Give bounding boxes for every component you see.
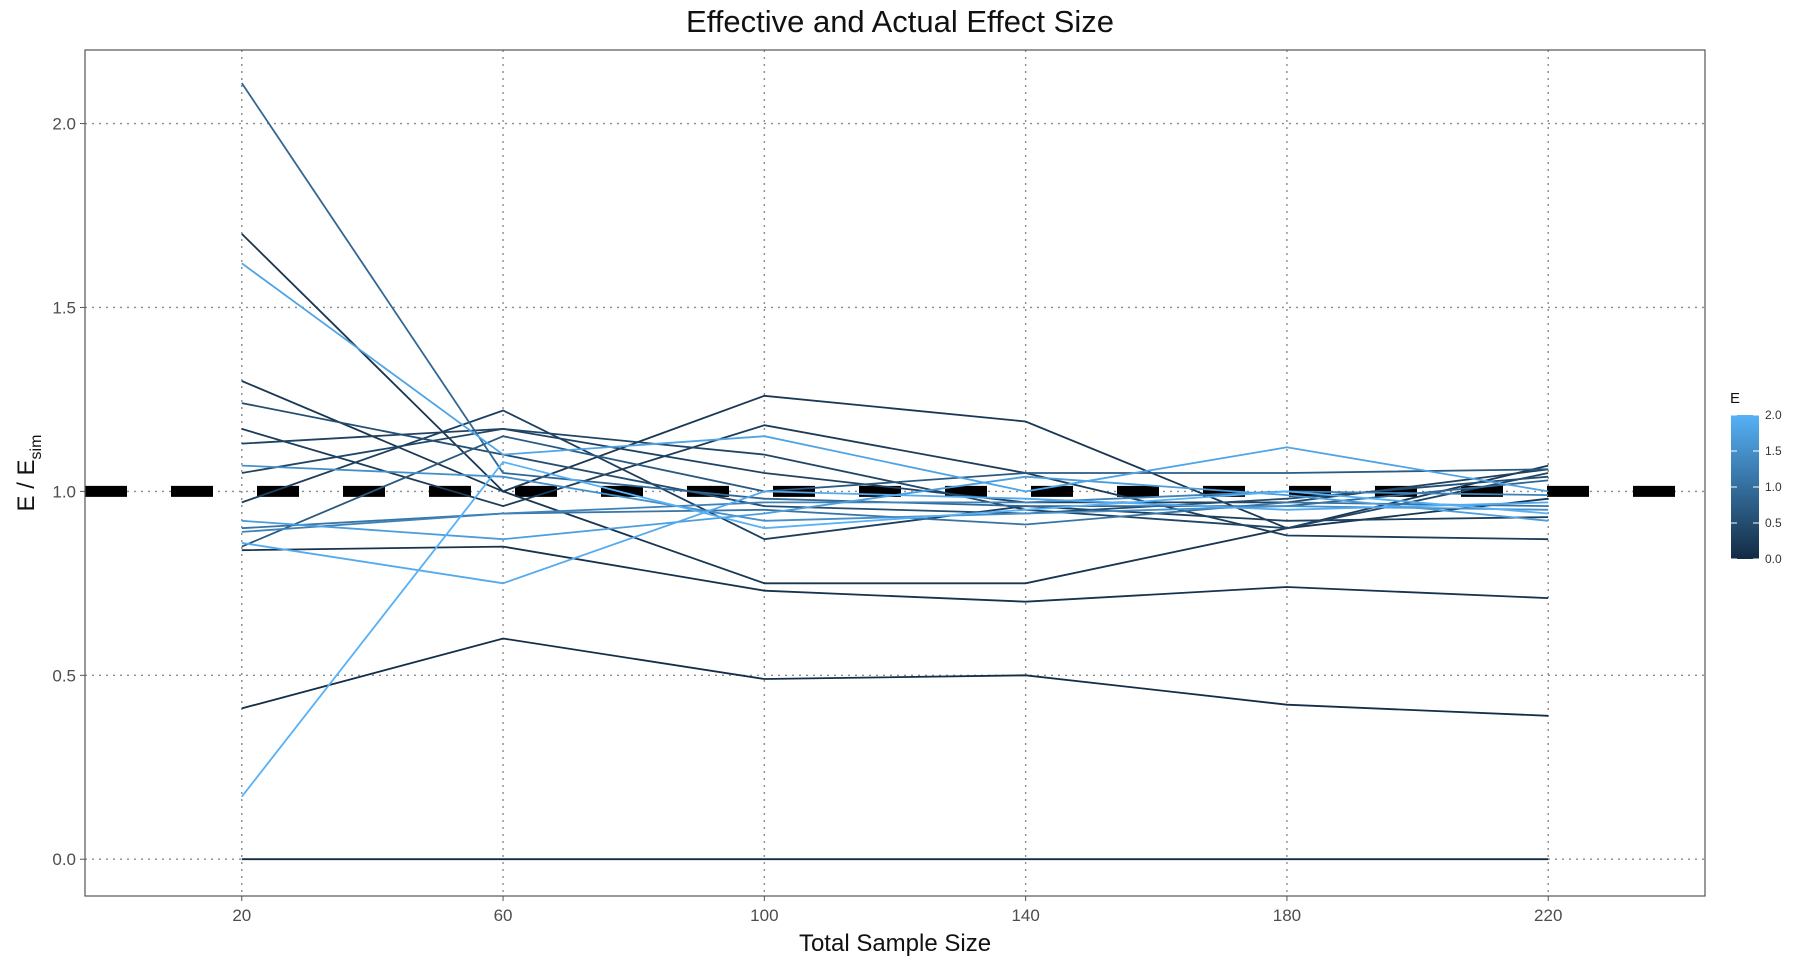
- series-line-7: [241, 427, 1549, 504]
- y-tick-label-3: 1.5: [52, 298, 76, 317]
- series-lines: [241, 82, 1549, 861]
- y-tick-label-0: 0.0: [52, 850, 76, 869]
- colorbar-tick-label-4: 2.0: [1765, 408, 1782, 422]
- y-axis-title: E / Esim: [13, 435, 45, 512]
- x-tick-label-4: 180: [1273, 906, 1301, 925]
- series-line-10: [241, 435, 1549, 548]
- y-tick-label-4: 2.0: [52, 115, 76, 134]
- series-line-16: [241, 262, 1549, 493]
- series-line-1: [241, 637, 1549, 717]
- y-axis-title-subscript: sim: [28, 435, 45, 460]
- colorbar-tick-label-1: 0.5: [1765, 516, 1782, 530]
- x-axis-title: Total Sample Size: [799, 930, 991, 957]
- series-line-17: [241, 490, 1549, 585]
- colorbar-tick-label-2: 1.0: [1765, 480, 1782, 494]
- colorbar-title: E: [1730, 390, 1740, 407]
- colorbar-tick-label-0: 0.0: [1765, 552, 1782, 566]
- y-axis-ticks: 0.0 0.5 1.0 1.5 2.0: [52, 115, 85, 869]
- x-tick-label-1: 60: [494, 906, 513, 925]
- series-line-14: [241, 464, 1549, 522]
- svg-text:E / Esim: E / Esim: [13, 435, 45, 512]
- series-line-3: [241, 233, 1549, 585]
- x-tick-label-0: 20: [232, 906, 251, 925]
- colorbar-ticks: 0.0 0.5 1.0 1.5 2.0: [1731, 408, 1782, 566]
- series-line-2: [241, 545, 1549, 603]
- colorbar-tick-label-3: 1.5: [1765, 444, 1782, 458]
- series-line-4: [241, 380, 1549, 530]
- y-tick-label-1: 0.5: [52, 666, 76, 685]
- x-tick-label-2: 100: [750, 906, 778, 925]
- x-axis-ticks: 20 60 100 140 180 220: [232, 896, 1562, 925]
- y-tick-label-2: 1.0: [52, 482, 76, 501]
- grid-lines: [85, 50, 1705, 896]
- series-line-18: [241, 460, 1549, 798]
- x-tick-label-3: 140: [1011, 906, 1039, 925]
- colorbar-legend: E 0.0 0.5 1.0 1.5 2.0: [1730, 390, 1782, 566]
- series-line-5: [241, 424, 1549, 541]
- y-axis-title-main: E / E: [13, 459, 40, 511]
- panel-border: [84, 49, 1706, 897]
- x-tick-label-5: 220: [1534, 906, 1562, 925]
- chart-title: Effective and Actual Effect Size: [686, 4, 1114, 39]
- series-line-11: [241, 82, 1549, 508]
- series-line-6: [241, 409, 1549, 541]
